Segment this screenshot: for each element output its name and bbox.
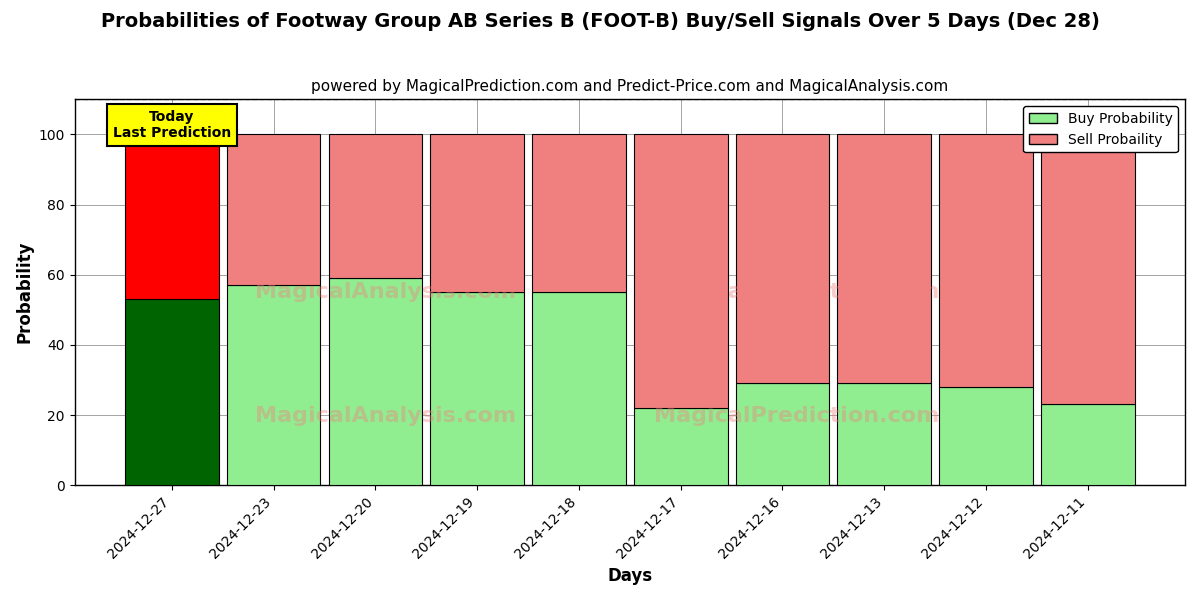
Y-axis label: Probability: Probability [16,241,34,343]
Text: Probabilities of Footway Group AB Series B (FOOT-B) Buy/Sell Signals Over 5 Days: Probabilities of Footway Group AB Series… [101,12,1099,31]
Bar [431,134,524,292]
Bar [1040,134,1134,404]
Text: MagicalAnalysis.com: MagicalAnalysis.com [254,406,516,426]
Bar [838,134,931,383]
Bar [940,387,1033,485]
Text: MagicalPrediction.com: MagicalPrediction.com [654,282,940,302]
Bar [125,134,218,299]
Bar [329,134,422,278]
Bar [634,408,727,485]
Bar [329,278,422,485]
Title: powered by MagicalPrediction.com and Predict-Price.com and MagicalAnalysis.com: powered by MagicalPrediction.com and Pre… [311,79,948,94]
X-axis label: Days: Days [607,567,653,585]
Bar [1040,404,1134,485]
Text: MagicalAnalysis.com: MagicalAnalysis.com [254,282,516,302]
Text: MagicalPrediction.com: MagicalPrediction.com [654,406,940,426]
Bar [736,383,829,485]
Bar [227,134,320,285]
Bar [431,292,524,485]
Bar [125,299,218,485]
Bar [838,383,931,485]
Text: Today
Last Prediction: Today Last Prediction [113,110,232,140]
Bar [940,134,1033,387]
Bar [634,134,727,408]
Bar [532,292,625,485]
Bar [736,134,829,383]
Legend: Buy Probability, Sell Probaility: Buy Probability, Sell Probaility [1024,106,1178,152]
Bar [532,134,625,292]
Bar [227,285,320,485]
